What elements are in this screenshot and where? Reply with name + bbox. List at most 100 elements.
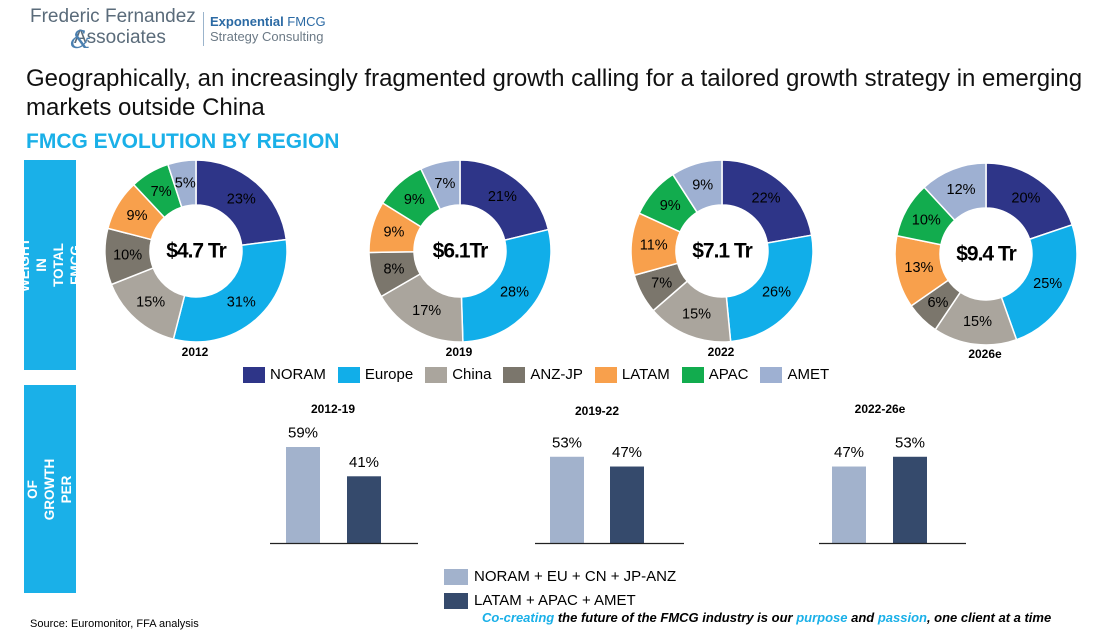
donut-2019-slice-europe: [460, 228, 552, 343]
donut-2012-slice-amet: [166, 159, 197, 209]
donut-2022-label-anz-jp: 7%: [651, 275, 672, 291]
donut-2019-slice-noram: [459, 159, 550, 242]
bar-2019-22-mature: [550, 456, 584, 543]
bar-2022-26e-mature-label: 47%: [834, 444, 864, 461]
donut-2012-label-europe: 31%: [227, 294, 256, 310]
donut-2019-year-label: 2019: [446, 345, 473, 359]
tagline-part-6: , one client at a time: [926, 610, 1052, 625]
logo-brand-sub: Strategy Consulting: [210, 29, 324, 44]
donut-2022-label-apac: 9%: [660, 198, 681, 214]
legend-swatch-amet: [760, 366, 783, 383]
legend-swatch-mature: [444, 568, 468, 585]
legend-swatch-apac: [681, 366, 704, 383]
section-subtitle: FMCG EVOLUTION BY REGION: [26, 130, 340, 153]
legend-label-china: China: [452, 366, 492, 383]
legend-item-china: China: [425, 366, 491, 383]
donut-2019-label-noram: 21%: [488, 189, 517, 205]
donut-2019-label-anz-jp: 8%: [383, 261, 404, 277]
donut-2026e-year-label: 2026e: [968, 347, 1002, 361]
logo-line1: Frederic Fernandez: [30, 6, 196, 27]
source-note: Source: Euromonitor, FFA analysis: [30, 618, 199, 630]
legend-item-noram: NORAM: [243, 366, 326, 383]
legend-item-amet: AMET: [760, 366, 829, 383]
donut-2012-year-label: 2012: [182, 345, 209, 359]
bar-2022-26e-emerging-label: 53%: [895, 434, 925, 451]
tagline-part-1: Co-creating: [482, 610, 555, 625]
donut-2012-label-china: 15%: [136, 294, 165, 310]
donut-2019-center-total: $6.1Tr: [433, 240, 489, 263]
donut-2026e-label-amet: 12%: [947, 182, 976, 198]
donut-2022-center-total: $7.1 Tr: [692, 240, 752, 263]
bar-2022-26e-mature: [832, 466, 866, 543]
donut-2026e-label-latam: 13%: [904, 260, 933, 276]
legend-label-anz-jp: ANZ-JP: [530, 366, 583, 383]
legend-swatch-europe: [337, 366, 360, 383]
tagline-part-5: passion: [877, 610, 927, 625]
donut-2019-label-apac: 9%: [404, 192, 425, 208]
page-title: Geographically, an increasingly fragment…: [26, 65, 1083, 121]
bar-chart-2019-22-title: 2019-22: [575, 404, 619, 418]
legend-swatch-anz-jp: [503, 366, 526, 383]
tagline-part-4: and: [847, 610, 878, 625]
donut-2026e-label-china: 15%: [963, 314, 992, 330]
donut-2012-slice-noram: [195, 159, 288, 247]
legend-label-apac: APAC: [708, 366, 749, 383]
legend-item-europe: Europe: [337, 366, 414, 383]
legend-label-europe: Europe: [364, 366, 414, 383]
tagline-part-3: purpose: [796, 610, 848, 625]
donut-2022-label-europe: 26%: [762, 284, 791, 300]
donut-2022-slice-europe: [725, 234, 814, 343]
donut-2019-label-china: 17%: [412, 303, 441, 319]
bar-2019-22-emerging: [610, 466, 644, 543]
bar-2012-19-emerging: [347, 476, 381, 543]
logo-firm-name: Frederic Fernandez & Associates: [30, 6, 200, 54]
legend-swatch-emerging: [444, 592, 468, 609]
donut-2026e-slice-europe: [1000, 223, 1078, 341]
donut-2012-label-apac: 7%: [151, 184, 172, 200]
donut-2026e-label-anz-jp: 6%: [927, 295, 948, 311]
bar-2012-19-emerging-label: 41%: [349, 454, 379, 471]
donut-2026e-center-total: $9.4 Tr: [956, 243, 1016, 266]
legend-label-noram: NORAM: [270, 366, 326, 383]
bar-chart-2012-19-title: 2012-19: [311, 402, 355, 416]
donut-2012-center-total: $4.7 Tr: [166, 240, 226, 263]
region-legend: NORAM Europe China ANZ-JP LATAM APAC AME…: [243, 366, 841, 383]
donut-2019-label-amet: 7%: [434, 176, 455, 192]
legend-swatch-latam: [594, 366, 617, 383]
logo-brand: Exponential FMCG Strategy Consulting: [210, 14, 326, 44]
donut-2026e-label-apac: 10%: [912, 212, 941, 228]
legend-item-mature: NORAM + EU + CN + JP-ANZ: [444, 568, 676, 585]
bar-2012-19-mature-label: 59%: [288, 425, 318, 442]
logo-brand-bold: Exponential: [210, 14, 284, 29]
donut-2022-slice-amet: [671, 159, 723, 214]
donut-2019-label-europe: 28%: [500, 284, 529, 300]
legend-item-anz-jp: ANZ-JP: [503, 366, 583, 383]
legend-swatch-china: [425, 366, 448, 383]
donut-2012-label-anz-jp: 10%: [113, 247, 142, 263]
donut-2022-year-label: 2022: [708, 345, 735, 359]
donut-2026e-label-europe: 25%: [1033, 276, 1062, 292]
side-label-region-weight: REGION WEIGHT IN TOTAL FMCG MARKET: [0, 160, 100, 370]
donut-2026e-slice-amet: [923, 162, 987, 222]
legend-label-latam: LATAM: [621, 366, 670, 383]
donut-2022-label-amet: 9%: [692, 177, 713, 193]
donut-2022-label-china: 15%: [682, 307, 711, 323]
bar-2012-19-mature: [286, 447, 320, 543]
tagline-part-2: the future of the FMCG industry is our: [554, 610, 797, 625]
logo-ampersand: &: [70, 26, 92, 54]
donut-2019-slice-amet: [419, 159, 461, 211]
logo-brand-rest: FMCG: [283, 14, 326, 29]
bar-2019-22-emerging-label: 47%: [612, 444, 642, 461]
side-label-growth-share: SHARE OF GROWTH PER REGION: [9, 385, 92, 593]
bar-2019-22-mature-label: 53%: [552, 434, 582, 451]
legend-swatch-noram: [243, 366, 265, 383]
bar-chart-2022-26e-title: 2022-26e: [855, 402, 906, 416]
bar-2022-26e-emerging: [893, 456, 927, 543]
donut-2012-label-amet: 5%: [175, 175, 196, 191]
donut-2019-label-latam: 9%: [383, 225, 404, 241]
logo-divider: [203, 12, 204, 46]
donut-2022-label-noram: 22%: [752, 191, 781, 207]
legend-label-mature: NORAM + EU + CN + JP-ANZ: [474, 568, 677, 585]
donut-2012-label-noram: 23%: [227, 192, 256, 208]
